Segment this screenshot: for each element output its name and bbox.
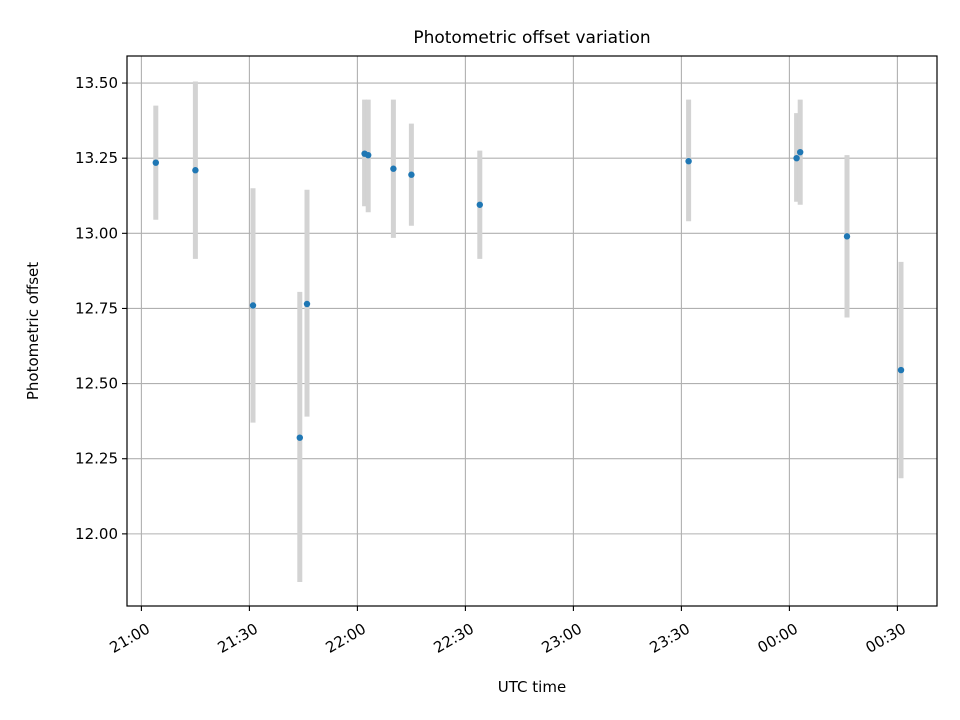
chart-title: Photometric offset variation	[413, 28, 650, 48]
x-tick-label: 21:00	[107, 620, 153, 657]
data-point	[793, 154, 800, 162]
y-tick-label: 12.00	[75, 525, 118, 543]
x-tick-label: 22:00	[323, 620, 369, 657]
data-point	[476, 201, 483, 208]
data-point	[249, 302, 257, 309]
grid	[127, 56, 937, 606]
y-tick-label: 13.00	[75, 224, 118, 242]
data-point	[797, 148, 804, 156]
data-point	[685, 157, 692, 165]
data-point	[192, 167, 199, 174]
axis-ticks: 21:00 21:30 22:00 22:30 23:00 23:30 00:00 00:30…	[75, 74, 909, 657]
y-tick-label: 13.50	[75, 74, 118, 92]
x-tick-label: 23:30	[647, 620, 693, 657]
plot-area-frame	[126, 55, 938, 607]
y-tick-label: 13.25	[75, 149, 118, 167]
data-points	[152, 148, 905, 441]
x-tick-label: 00:30	[863, 620, 909, 657]
y-tick-label: 12.75	[75, 299, 118, 317]
y-tick-label: 12.25	[75, 450, 118, 468]
data-point	[296, 434, 303, 441]
y-axis-label: Photometric offset	[24, 262, 42, 400]
x-tick-label: 00:00	[755, 620, 801, 657]
data-point	[843, 233, 851, 240]
data-point	[390, 165, 397, 172]
data-point	[303, 300, 311, 308]
data-point	[152, 159, 159, 166]
x-tick-label: 21:30	[215, 620, 261, 657]
y-tick-label: 12.50	[75, 375, 118, 393]
x-axis-label: UTC time	[498, 678, 566, 696]
data-point	[897, 366, 905, 374]
x-tick-label: 23:00	[539, 620, 585, 657]
data-point	[365, 151, 372, 159]
data-point	[408, 171, 415, 178]
x-tick-label: 22:30	[431, 620, 477, 657]
